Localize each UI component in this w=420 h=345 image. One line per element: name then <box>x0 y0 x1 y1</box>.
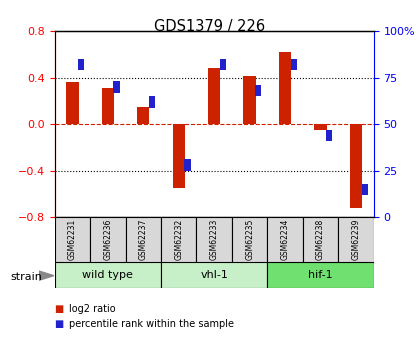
Bar <box>78 59 84 70</box>
Bar <box>208 68 221 124</box>
Bar <box>279 52 291 124</box>
Text: GSM62233: GSM62233 <box>210 218 219 259</box>
Text: ■: ■ <box>55 319 64 329</box>
Text: GSM62236: GSM62236 <box>103 218 112 259</box>
Text: GSM62238: GSM62238 <box>316 218 325 259</box>
Bar <box>137 107 150 124</box>
Text: GDS1379 / 226: GDS1379 / 226 <box>155 19 265 34</box>
Bar <box>197 217 232 262</box>
Bar <box>268 217 303 262</box>
Text: hif-1: hif-1 <box>308 270 333 280</box>
Text: GSM62237: GSM62237 <box>139 218 148 259</box>
Text: percentile rank within the sample: percentile rank within the sample <box>69 319 234 329</box>
Text: vhl-1: vhl-1 <box>200 270 228 280</box>
Bar <box>350 124 362 208</box>
Text: wild type: wild type <box>82 270 133 280</box>
Bar <box>315 124 327 130</box>
Text: GSM62231: GSM62231 <box>68 218 77 259</box>
Text: strain: strain <box>10 272 42 282</box>
Bar <box>268 262 374 288</box>
Bar <box>90 217 126 262</box>
Bar <box>66 82 79 124</box>
Bar <box>326 130 332 141</box>
Bar <box>303 217 339 262</box>
Bar <box>126 217 161 262</box>
Text: GSM62234: GSM62234 <box>281 218 290 259</box>
Bar <box>291 59 297 70</box>
Text: GSM62235: GSM62235 <box>245 218 254 259</box>
Text: log2 ratio: log2 ratio <box>69 304 116 314</box>
Bar <box>161 262 268 288</box>
Bar <box>161 217 197 262</box>
Bar <box>102 88 114 124</box>
Text: GSM62232: GSM62232 <box>174 218 183 259</box>
Bar <box>362 184 368 195</box>
Bar <box>232 217 268 262</box>
Bar <box>244 77 256 124</box>
Bar <box>255 85 262 97</box>
Bar <box>149 96 155 108</box>
Bar <box>113 81 120 93</box>
Polygon shape <box>39 271 54 280</box>
Bar <box>55 217 90 262</box>
Bar <box>220 59 226 70</box>
Bar <box>184 159 191 171</box>
Text: ■: ■ <box>55 304 64 314</box>
Bar <box>339 217 374 262</box>
Bar <box>173 124 185 188</box>
Bar <box>55 262 161 288</box>
Text: GSM62239: GSM62239 <box>352 218 360 259</box>
